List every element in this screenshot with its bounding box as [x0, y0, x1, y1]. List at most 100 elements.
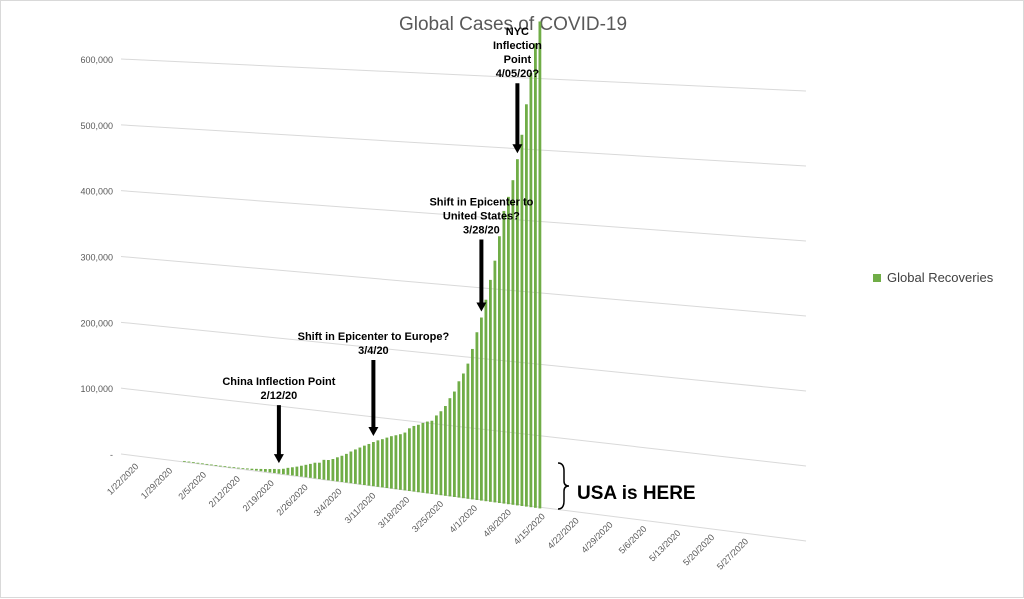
y-tick-label: 600,000 [80, 55, 113, 65]
annotation-arrow-head [512, 144, 523, 154]
bar [232, 467, 236, 468]
bar [372, 442, 375, 487]
bar [201, 463, 204, 465]
bar [345, 453, 348, 483]
bar [277, 469, 281, 474]
bar [273, 468, 276, 473]
bar [300, 465, 303, 477]
x-tick-label: 2/19/2020 [241, 478, 276, 513]
bar [304, 464, 308, 478]
bar [309, 463, 312, 478]
x-tick-label: 3/18/2020 [376, 495, 411, 530]
bar [336, 457, 339, 482]
bar [367, 443, 371, 486]
x-tick-label: 3/11/2020 [343, 490, 378, 525]
bar [282, 468, 285, 475]
bar [399, 434, 402, 490]
bar [295, 466, 299, 476]
bar [241, 468, 245, 469]
x-tick-label: 5/6/2020 [617, 524, 649, 556]
bar [196, 462, 200, 464]
annotation-text: Inflection [493, 40, 542, 52]
bar [471, 348, 474, 500]
bar [286, 467, 290, 475]
bar [394, 435, 398, 490]
x-tick-label: 5/27/2020 [715, 536, 750, 571]
bar [538, 21, 542, 509]
x-tick-label: 3/4/2020 [312, 486, 344, 518]
bar [223, 466, 227, 468]
bar [268, 468, 272, 473]
gridline [120, 58, 807, 92]
bar [291, 467, 294, 476]
bar [453, 391, 456, 497]
callout-brace [557, 462, 570, 510]
y-axis-labels: - 100,000 200,000 300,000 400,000 500,000 600,… [80, 55, 113, 460]
bar [264, 468, 267, 472]
bar [255, 468, 258, 471]
bar [246, 468, 249, 470]
x-tick-label: 4/29/2020 [579, 520, 614, 555]
x-tick-label: 5/13/2020 [647, 528, 682, 563]
callout-text: USA is HERE [577, 483, 696, 504]
annotation-text: China Inflection Point [222, 376, 335, 388]
bar [529, 72, 533, 508]
bar [381, 439, 384, 488]
gridline [120, 124, 807, 167]
x-tick-label: 2/12/2020 [207, 474, 242, 509]
y-tick-label: 200,000 [80, 318, 113, 328]
bar [354, 449, 357, 484]
chart-title: Global Cases of COVID-19 [399, 14, 627, 35]
bar [363, 445, 366, 485]
annotations: China Inflection Point 2/12/20 Shift in Ep… [222, 26, 542, 464]
gridline [120, 256, 807, 317]
bar [534, 43, 537, 508]
bar [466, 363, 470, 499]
bar [349, 451, 353, 484]
y-tick-label: - [110, 450, 113, 460]
bar [525, 104, 528, 507]
annotation-arrow-head [273, 454, 284, 464]
annotation-arrow-head [368, 427, 379, 437]
annotation-text: 4/05/20? [496, 68, 540, 80]
bar [426, 421, 429, 494]
bar [318, 462, 321, 479]
x-tick-label: 1/29/2020 [139, 466, 174, 501]
bar [421, 423, 425, 493]
legend: Global Recoveries [873, 270, 993, 285]
x-tick-label: 4/1/2020 [447, 503, 479, 535]
bar [448, 398, 452, 497]
x-tick-label: 2/5/2020 [176, 470, 208, 502]
y-tick-label: 500,000 [80, 121, 113, 131]
bar [376, 440, 380, 487]
gridline [120, 321, 807, 392]
x-tick-label: 4/22/2020 [545, 515, 580, 550]
bar [439, 411, 443, 496]
bar [507, 196, 510, 505]
bar [322, 459, 326, 480]
annotation-text: NYC [506, 26, 529, 38]
x-tick-label: 5/20/2020 [681, 532, 716, 567]
bar [435, 415, 438, 495]
bar [502, 210, 506, 504]
bar [444, 406, 447, 496]
bar [403, 432, 407, 491]
bar [327, 460, 330, 481]
bar [214, 465, 218, 466]
usa-callout: USA is HERE [557, 462, 696, 510]
annotation-text: Shift in Epicenter to Europe? [298, 331, 450, 343]
annotation-text: 3/4/20 [358, 345, 389, 357]
bar [462, 373, 465, 499]
y-tick-label: 400,000 [80, 187, 113, 197]
bar [385, 437, 389, 488]
bar [358, 447, 362, 485]
bar [250, 468, 254, 470]
bar [183, 460, 186, 462]
bar [313, 462, 317, 479]
bar [331, 459, 335, 481]
bar [498, 236, 501, 504]
bar [187, 461, 191, 463]
bar [475, 332, 479, 500]
x-tick-label: 4/8/2020 [481, 507, 513, 539]
